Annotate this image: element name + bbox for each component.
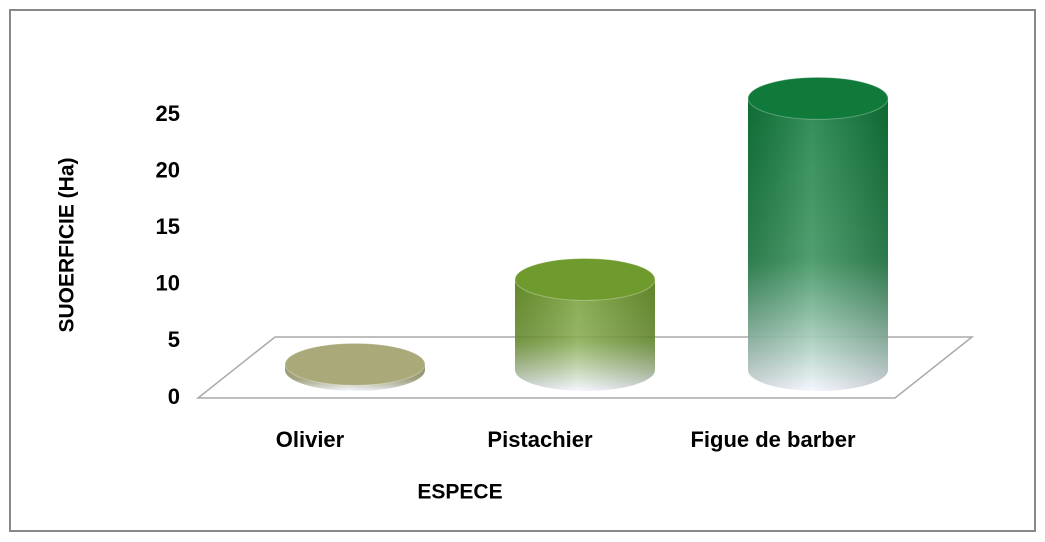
y-tick-label: 25 — [156, 101, 180, 126]
y-tick-label: 10 — [156, 271, 180, 296]
y-tick-label: 5 — [168, 327, 180, 352]
y-tick-label: 20 — [156, 157, 180, 182]
bar-shade — [748, 98, 888, 391]
x-tick-label: Pistachier — [487, 427, 593, 452]
y-tick-label: 0 — [168, 384, 180, 409]
bar-shade — [515, 279, 655, 391]
floor — [195, 336, 975, 399]
x-tick-label: Figue de barber — [690, 427, 855, 452]
bar-top — [747, 76, 889, 120]
x-axis-label: ESPECE — [417, 481, 502, 504]
bar-top — [514, 257, 656, 301]
y-axis-label: SUOERFICIE (Ha) — [56, 157, 79, 332]
y-tick-label: 15 — [156, 214, 180, 239]
x-tick-label: Olivier — [276, 427, 345, 452]
bar-top — [284, 342, 426, 386]
